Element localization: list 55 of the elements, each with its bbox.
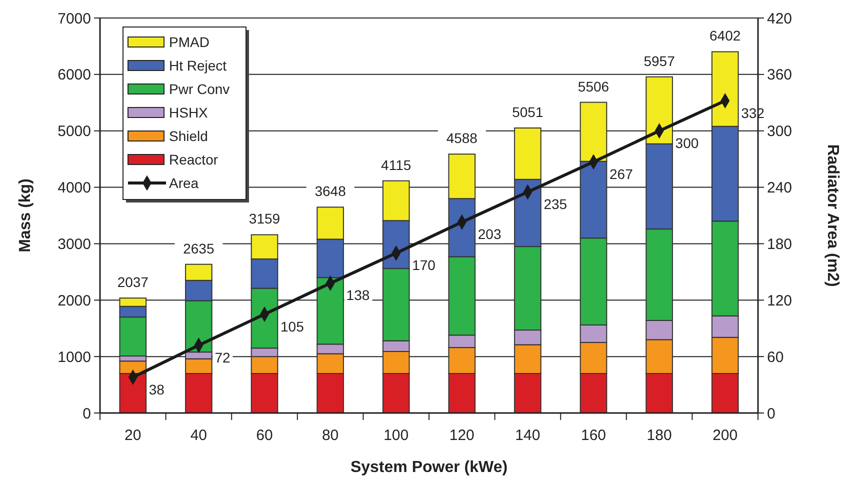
total-label: 5506: [578, 78, 610, 94]
x-tick-label: 160: [580, 427, 606, 444]
legend-label: Area: [169, 174, 199, 191]
y2-tick-label: 180: [767, 236, 792, 253]
data-label: 170: [412, 257, 436, 274]
x-tick-label: 40: [190, 427, 208, 444]
legend-label: Shield: [169, 128, 208, 144]
legend-label: PMAD: [169, 34, 210, 50]
legend-label: HSHX: [169, 104, 209, 120]
total-label: 6402: [710, 28, 741, 44]
y2-tick-label: 240: [767, 180, 792, 197]
y-tick-label: 3000: [58, 236, 91, 253]
x-tick-label: 180: [646, 427, 672, 444]
total-label: 2037: [117, 274, 149, 290]
y-tick-label: 7000: [58, 10, 91, 28]
data-label: 138: [346, 287, 370, 304]
x-tick-label: 100: [384, 427, 409, 444]
y2-tick-label: 420: [767, 10, 792, 28]
x-axis-title: System Power (kWe): [350, 459, 508, 476]
total-label: 5957: [644, 52, 676, 69]
y2-tick-label: 120: [767, 292, 792, 310]
data-label: 203: [478, 226, 502, 242]
y2-axis-title: Radiator Area (m2): [824, 144, 841, 287]
total-label: 5051: [512, 104, 544, 120]
total-label: 2635: [183, 240, 214, 256]
legend-label: Pwr Conv: [169, 80, 230, 97]
y-tick-label: 4000: [58, 180, 91, 197]
y-tick-label: 2000: [58, 292, 91, 310]
data-label: 38: [148, 381, 165, 398]
total-label: 4588: [446, 130, 478, 146]
legend-label: Reactor: [169, 151, 218, 168]
total-label: 3159: [248, 210, 280, 227]
y2-tick-label: 300: [767, 123, 792, 140]
legend-label: Ht Reject: [169, 57, 227, 74]
data-label: 235: [544, 196, 568, 212]
y2-tick-label: 0: [767, 405, 776, 422]
x-tick-label: 120: [449, 427, 474, 444]
data-label: 105: [280, 318, 304, 334]
y-tick-label: 5000: [58, 123, 91, 140]
y-tick-label: 1000: [58, 348, 91, 366]
x-tick-label: 200: [712, 427, 738, 444]
y2-tick-label: 60: [767, 348, 784, 366]
y-axis-title: Mass (kg): [17, 178, 34, 252]
x-tick-label: 60: [256, 427, 273, 444]
x-tick-label: 80: [322, 427, 339, 444]
x-tick-label: 20: [124, 427, 142, 444]
data-label: 300: [675, 134, 699, 151]
data-label: 72: [214, 349, 230, 366]
y-tick-label: 6000: [58, 66, 91, 84]
total-label: 3648: [314, 183, 346, 200]
y2-tick-label: 360: [767, 66, 792, 84]
x-tick-label: 140: [515, 427, 540, 444]
data-label: 267: [610, 166, 634, 182]
y-tick-label: 0: [82, 405, 91, 422]
total-label: 4115: [381, 156, 412, 173]
